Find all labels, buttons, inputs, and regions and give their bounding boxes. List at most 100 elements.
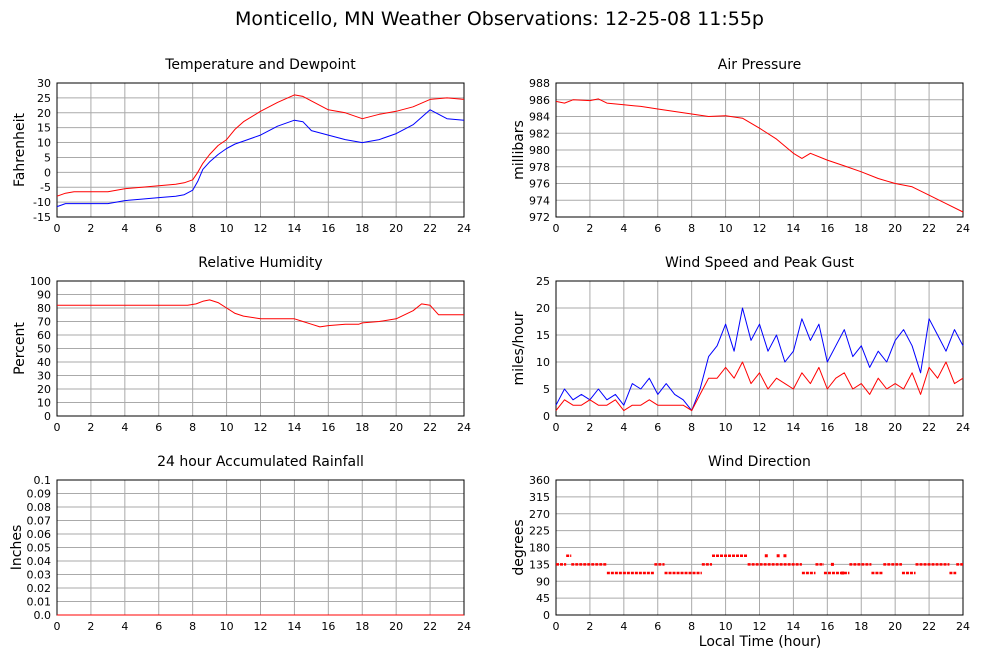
- x-tick-label: 0: [54, 421, 61, 434]
- series-line-2: [56, 109, 465, 208]
- x-tick-label: 2: [586, 222, 593, 235]
- x-tick-label: 6: [654, 222, 661, 235]
- x-tick-label: 20: [389, 222, 403, 235]
- x-tick-label: 4: [121, 620, 128, 633]
- plot-frame: [555, 82, 964, 218]
- x-tick-label: 18: [854, 421, 868, 434]
- y-tick-label: 0.04: [27, 555, 52, 568]
- x-tick-label: 0: [553, 421, 560, 434]
- x-tick-label: 18: [854, 222, 868, 235]
- y-tick-label: 90: [37, 289, 51, 302]
- series-line-1: [57, 299, 464, 328]
- x-tick-label: 22: [423, 620, 437, 633]
- x-tick-label: 12: [254, 620, 268, 633]
- y-tick-label: 135: [529, 558, 550, 571]
- x-tick-label: 20: [389, 620, 403, 633]
- x-tick-label: 20: [888, 620, 902, 633]
- x-tick-label: 22: [922, 620, 936, 633]
- x-tick-label: 8: [189, 222, 196, 235]
- direction-point: [783, 554, 787, 558]
- y-tick-label: 70: [37, 316, 51, 329]
- y-tick-label: 315: [529, 491, 550, 504]
- x-tick-label: 6: [654, 421, 661, 434]
- x-tick-label: 24: [457, 620, 471, 633]
- x-tick-label: 12: [753, 421, 767, 434]
- y-tick-label: 0.0: [34, 609, 52, 622]
- x-tick-label: 14: [287, 620, 301, 633]
- x-tick-label: 0: [54, 620, 61, 633]
- x-tick-label: 18: [355, 620, 369, 633]
- x-tick-label: 6: [155, 421, 162, 434]
- y-tick-label: 982: [529, 127, 550, 140]
- x-tick-label: 20: [389, 421, 403, 434]
- y-tick-label: 100: [30, 275, 51, 288]
- x-tick-label: 16: [820, 222, 834, 235]
- y-tick-label: 0.01: [27, 596, 52, 609]
- x-tick-label: 24: [457, 222, 471, 235]
- x-tick-label: 8: [688, 222, 695, 235]
- y-tick-label: 50: [37, 343, 51, 356]
- series-line-2: [555, 361, 964, 412]
- y-tick-label: 974: [529, 194, 550, 207]
- y-tick-label: 988: [529, 77, 550, 90]
- x-tick-label: 4: [620, 421, 627, 434]
- x-tick-label: 6: [155, 620, 162, 633]
- x-tick-label: 6: [155, 222, 162, 235]
- y-axis-label: Percent: [12, 322, 28, 375]
- x-tick-label: 12: [254, 421, 268, 434]
- x-axis-label: Local Time (hour): [698, 634, 822, 650]
- x-tick-label: 22: [423, 421, 437, 434]
- x-tick-label: 0: [54, 222, 61, 235]
- x-tick-label: 16: [321, 222, 335, 235]
- y-tick-label: 978: [529, 161, 550, 174]
- chart-title: Temperature and Dewpoint: [164, 57, 356, 73]
- chart-title: Relative Humidity: [198, 255, 322, 271]
- x-tick-label: 18: [355, 421, 369, 434]
- y-tick-label: 5: [44, 151, 51, 164]
- y-tick-label: 15: [37, 122, 51, 135]
- x-tick-label: 8: [189, 421, 196, 434]
- y-tick-label: 40: [37, 356, 51, 369]
- y-tick-label: 10: [37, 397, 51, 410]
- x-tick-label: 14: [287, 421, 301, 434]
- x-tick-label: 10: [220, 222, 234, 235]
- x-tick-label: 0: [553, 222, 560, 235]
- y-tick-label: 20: [536, 302, 550, 315]
- chart-title: 24 hour Accumulated Rainfall: [157, 454, 364, 470]
- y-tick-label: 972: [529, 211, 550, 224]
- series-line-1: [555, 307, 964, 412]
- x-tick-label: 10: [220, 421, 234, 434]
- y-tick-label: 0.09: [27, 488, 52, 501]
- y-tick-label: 980: [529, 144, 550, 157]
- x-tick-label: 16: [321, 421, 335, 434]
- x-tick-label: 18: [854, 620, 868, 633]
- y-tick-label: 0: [44, 166, 51, 179]
- y-tick-label: 0.03: [27, 569, 52, 582]
- x-tick-label: 4: [620, 222, 627, 235]
- direction-point: [830, 562, 834, 566]
- y-tick-label: 0.1: [34, 474, 52, 487]
- x-tick-label: 10: [220, 620, 234, 633]
- x-tick-label: 2: [87, 620, 94, 633]
- y-tick-label: 360: [529, 474, 550, 487]
- y-tick-label: 270: [529, 508, 550, 521]
- y-tick-label: 80: [37, 302, 51, 315]
- y-axis-label: degrees: [511, 519, 527, 575]
- x-tick-label: 2: [87, 421, 94, 434]
- x-tick-label: 10: [719, 421, 733, 434]
- y-tick-label: 25: [37, 92, 51, 105]
- y-tick-label: 60: [37, 329, 51, 342]
- x-tick-label: 2: [87, 222, 94, 235]
- y-tick-label: 30: [37, 370, 51, 383]
- x-tick-label: 8: [688, 421, 695, 434]
- x-tick-label: 4: [620, 620, 627, 633]
- y-axis-label: millibars: [511, 120, 527, 180]
- x-tick-label: 20: [888, 421, 902, 434]
- x-tick-label: 24: [457, 421, 471, 434]
- y-tick-label: 0.06: [27, 528, 52, 541]
- x-tick-label: 10: [719, 222, 733, 235]
- chart-title: Wind Direction: [708, 454, 811, 470]
- y-tick-label: 10: [37, 137, 51, 150]
